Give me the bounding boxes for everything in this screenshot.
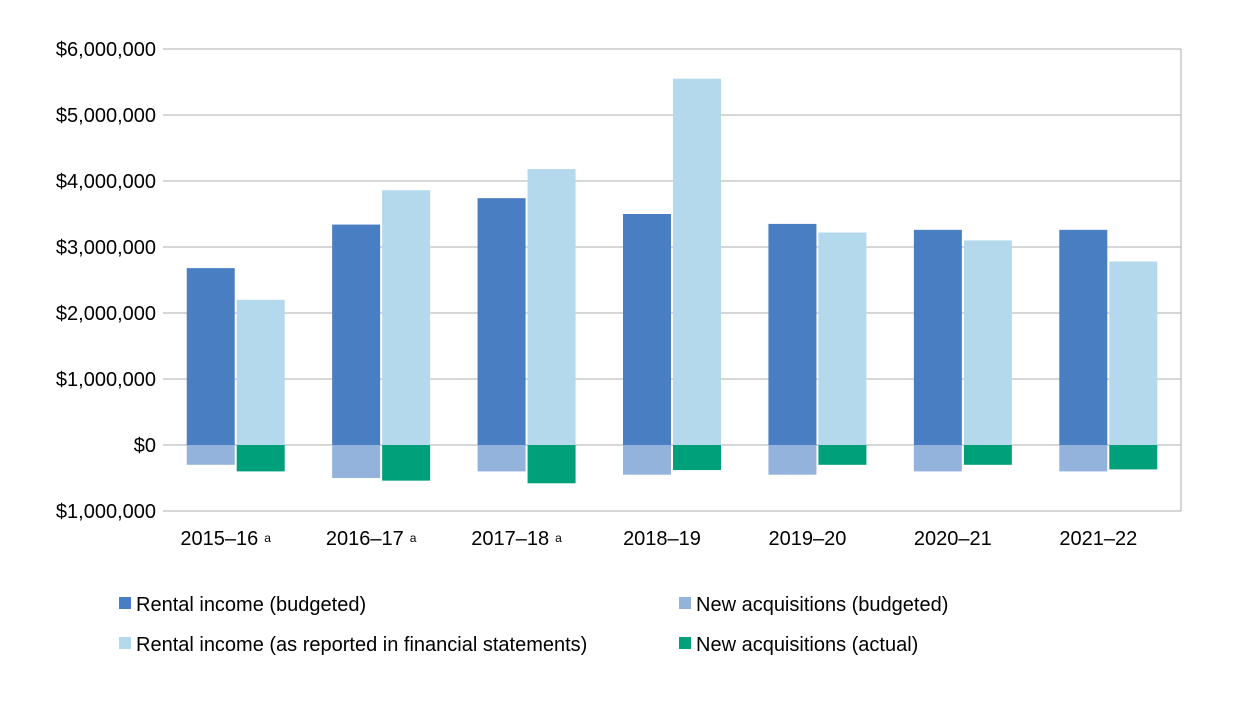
x-tick-category: 2021–22	[1059, 528, 1137, 550]
x-tick-label: 2021–22	[1059, 528, 1137, 550]
bar-rental-income-budgeted-6	[1059, 229, 1108, 445]
x-tick-category: 2020–21	[914, 528, 992, 550]
legend-swatch	[119, 597, 131, 609]
bar-new-acquisitions-budgeted-0	[186, 445, 235, 465]
x-tick-label: 2019–20	[768, 528, 846, 550]
bar-rental-income-budgeted-4	[768, 223, 817, 445]
bar-rental-income-budgeted-5	[913, 229, 962, 445]
legend-label: Rental income (budgeted)	[136, 594, 366, 616]
legend-swatch	[679, 597, 691, 609]
x-tick-category: 2018–19	[623, 528, 701, 550]
bar-new-acquisitions-actual-4	[818, 445, 867, 465]
x-tick-label: 2020–21	[914, 528, 992, 550]
y-tick-label: $1,000,000	[56, 501, 156, 523]
bar-new-acquisitions-actual-2	[527, 445, 576, 484]
y-tick-label: $1,000,000	[56, 369, 156, 391]
legend-label: New acquisitions (budgeted)	[696, 594, 948, 616]
y-tick-label: $3,000,000	[56, 237, 156, 259]
bar-new-acquisitions-actual-3	[673, 445, 721, 471]
x-tick-footnote-marker: a	[555, 531, 562, 545]
bar-new-acquisitions-actual-5	[963, 445, 1012, 465]
bar-new-acquisitions-actual-6	[1109, 445, 1158, 470]
bar-rental-income-as-reported-in-financial-statements-4	[818, 232, 867, 445]
x-tick-footnote-marker: a	[410, 531, 417, 545]
x-tick-label: 2018–19	[623, 528, 701, 550]
x-tick-category: 2019–20	[768, 528, 846, 550]
bar-rental-income-as-reported-in-financial-statements-6	[1109, 261, 1158, 445]
x-tick-category: 2016–17	[326, 528, 404, 550]
legend-swatch	[679, 637, 691, 649]
bar-rental-income-budgeted-1	[332, 224, 381, 445]
legend: Rental income (budgeted) New acquisitions…	[119, 594, 948, 656]
gridlines	[163, 48, 1182, 512]
bar-new-acquisitions-budgeted-3	[623, 445, 671, 475]
bar-new-acquisitions-budgeted-6	[1059, 445, 1108, 472]
y-tick-label: $6,000,000	[56, 39, 156, 61]
x-tick-label: 2017–18 a	[471, 528, 562, 550]
bar-new-acquisitions-budgeted-4	[768, 445, 817, 475]
x-tick-footnote-marker: a	[264, 531, 271, 545]
bar-rental-income-budgeted-3	[623, 214, 671, 445]
bar-rental-income-as-reported-in-financial-statements-3	[673, 78, 721, 445]
bar-rental-income-as-reported-in-financial-statements-2	[527, 169, 576, 445]
bar-rental-income-budgeted-2	[477, 198, 526, 445]
bar-rental-income-budgeted-0	[186, 268, 235, 445]
bars	[186, 78, 1158, 484]
y-tick-label: $5,000,000	[56, 105, 156, 127]
legend-swatch	[119, 637, 131, 649]
bar-new-acquisitions-budgeted-5	[913, 445, 962, 472]
x-tick-label: 2016–17 a	[326, 528, 417, 550]
bar-rental-income-as-reported-in-financial-statements-0	[236, 299, 285, 445]
bar-new-acquisitions-actual-0	[236, 445, 285, 472]
y-tick-label: $0	[134, 435, 156, 457]
x-tick-category: 2015–16	[180, 528, 258, 550]
bar-new-acquisitions-budgeted-2	[477, 445, 526, 472]
x-tick-category: 2017–18	[471, 528, 549, 550]
bar-new-acquisitions-actual-1	[382, 445, 431, 481]
legend-label: Rental income (as reported in financial …	[136, 634, 587, 656]
y-tick-label: $4,000,000	[56, 171, 156, 193]
x-tick-label: 2015–16 a	[180, 528, 271, 550]
legend-label: New acquisitions (actual)	[696, 634, 918, 656]
y-axis-ticks: $6,000,000 $5,000,000 $4,000,000 $3,000,000…	[56, 39, 156, 523]
bar-rental-income-as-reported-in-financial-statements-5	[963, 240, 1012, 445]
y-tick-label: $2,000,000	[56, 303, 156, 325]
x-axis-ticks: 2015–16 a 2016–17 a 2017–18 a 2018–19 2019–20 20…	[180, 528, 1137, 550]
bar-rental-income-as-reported-in-financial-statements-1	[382, 190, 431, 445]
bar-new-acquisitions-budgeted-1	[332, 445, 381, 478]
